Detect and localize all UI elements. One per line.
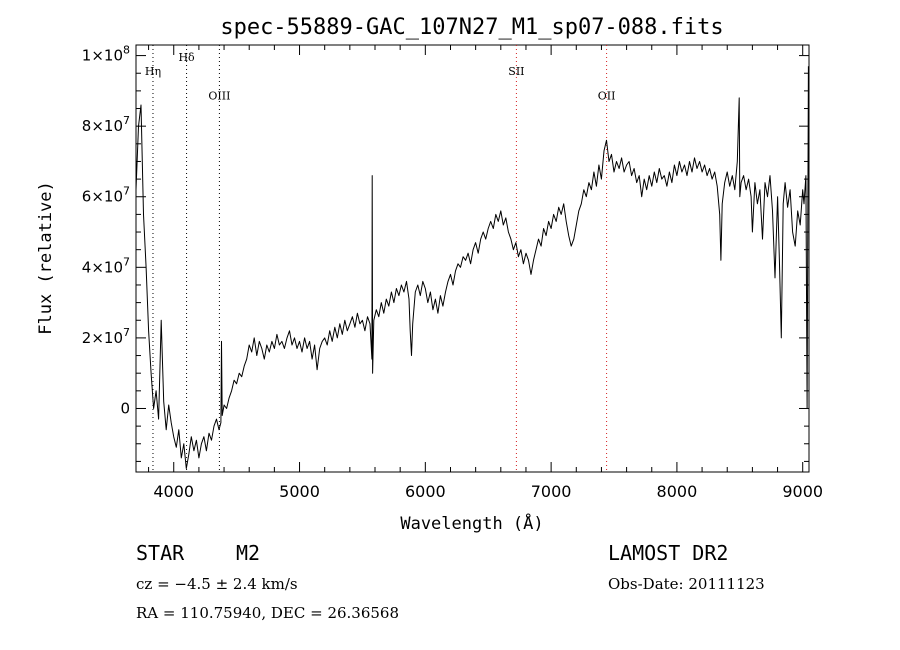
y-tick-label: 8×107 xyxy=(82,114,130,135)
chart-title: spec-55889-GAC_107N27_M1_sp07-088.fits xyxy=(220,15,723,40)
y-tick-label: 2×107 xyxy=(82,326,130,347)
x-tick-label: 9000 xyxy=(782,482,823,501)
redshift-cz: cz = −4.5 ± 2.4 km/s xyxy=(136,575,298,593)
spectrum-line xyxy=(135,66,809,469)
y-axis: 0 2×107 4×107 6×107 8×107 1×108 xyxy=(82,44,809,462)
y-tick-label: 1×108 xyxy=(82,44,130,65)
spectral-line-label: Hη xyxy=(145,65,161,78)
y-tick-label: 0 xyxy=(120,399,130,417)
spectral-line-label: OIII xyxy=(208,90,230,103)
spectral-line-markers: Hη Hδ OIII SII OII xyxy=(145,45,616,472)
y-tick-label: 4×107 xyxy=(82,255,130,276)
y-tick-label: 6×107 xyxy=(82,185,130,206)
object-class: STAR xyxy=(136,541,185,565)
spectral-line-label: Hδ xyxy=(178,51,195,64)
y-axis-label: Flux (relative) xyxy=(36,181,56,335)
survey-name: LAMOST DR2 xyxy=(608,541,729,565)
plot-frame xyxy=(135,44,810,473)
spectral-line-label: SII xyxy=(508,65,524,78)
x-tick-label: 5000 xyxy=(279,482,320,501)
x-tick-label: 6000 xyxy=(405,482,446,501)
x-axis: 4000 5000 6000 7000 8000 9000 xyxy=(148,45,823,501)
x-axis-label: Wavelength (Å) xyxy=(400,512,543,534)
x-tick-label: 7000 xyxy=(531,482,572,501)
observation-date: Obs-Date: 20111123 xyxy=(608,575,765,593)
x-tick-label: 8000 xyxy=(657,482,698,501)
spectral-line-label: OII xyxy=(598,90,616,103)
object-subclass: M2 xyxy=(236,541,261,565)
x-tick-label: 4000 xyxy=(153,482,194,501)
coordinates-radec: RA = 110.75940, DEC = 26.36568 xyxy=(136,604,400,622)
